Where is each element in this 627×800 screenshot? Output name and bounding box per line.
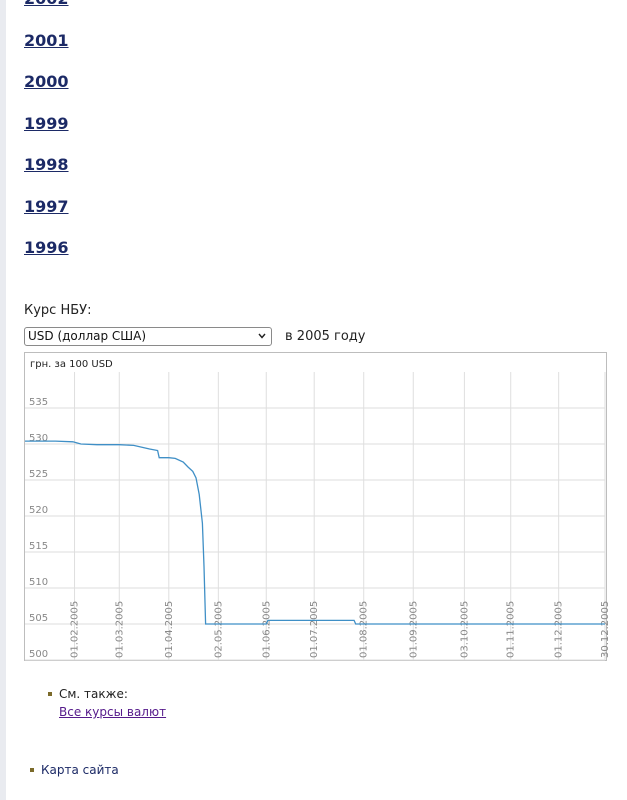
exchange-rate-chart: грн. за 100 USD 500 505 510 515 520 525 530 535 0… [24,352,608,661]
chart-canvas: грн. за 100 USD 500 505 510 515 520 525 530 535 0… [25,359,608,661]
y-tick-label: 500 [29,649,48,660]
y-tick-label: 515 [29,541,48,552]
year-link-1997[interactable]: 1997 [24,197,69,216]
x-tick-label: 01.06.2005 [261,601,272,658]
x-tick-label: 03.10.2005 [459,601,470,658]
x-tick-label: 01.11.2005 [506,601,517,658]
see-also-label: См. также: [59,687,128,701]
y-tick-label: 535 [29,397,48,408]
sitemap-link[interactable]: Карта сайта [41,763,119,777]
x-tick-label: 01.03.2005 [114,601,125,658]
x-tick-label: 30.12.2005 [600,601,608,658]
x-tick-label: 01.04.2005 [164,601,175,658]
x-tick-label: 02.05.2005 [213,601,224,658]
year-link-2000[interactable]: 2000 [24,72,69,91]
y-tick-label: 505 [29,613,48,624]
x-tick-label: 01.09.2005 [408,601,419,658]
currency-select[interactable]: USD (доллар США) [24,327,272,346]
y-axis-label: грн. за 100 USD [30,359,113,370]
left-sidebar-edge [0,0,6,800]
series-line [25,440,605,625]
bullet-icon [30,768,34,772]
y-tick-label: 525 [29,469,48,480]
year-link-2001[interactable]: 2001 [24,31,69,50]
x-tick-label: 01.08.2005 [359,601,370,658]
all-rates-link[interactable]: Все курсы валют [59,705,167,719]
year-suffix-text: в 2005 году [285,329,366,344]
year-link-1998[interactable]: 1998 [24,155,69,174]
y-tick-label: 530 [29,433,48,444]
currency-select-value: USD (доллар США) [28,329,147,343]
y-tick-label: 520 [29,505,48,516]
x-tick-label: 01.12.2005 [554,601,565,658]
x-tick-label: 01.02.2005 [70,601,81,658]
year-link-1996[interactable]: 1996 [24,238,69,257]
bullet-icon [48,692,52,696]
year-link-2002[interactable]: 2002 [24,0,69,8]
year-link-1999[interactable]: 1999 [24,114,69,133]
y-tick-label: 510 [29,577,48,588]
x-tick-label: 01.07.2005 [309,601,320,658]
chevron-down-icon [258,333,266,339]
nbu-rate-label: Курс НБУ: [24,303,92,318]
